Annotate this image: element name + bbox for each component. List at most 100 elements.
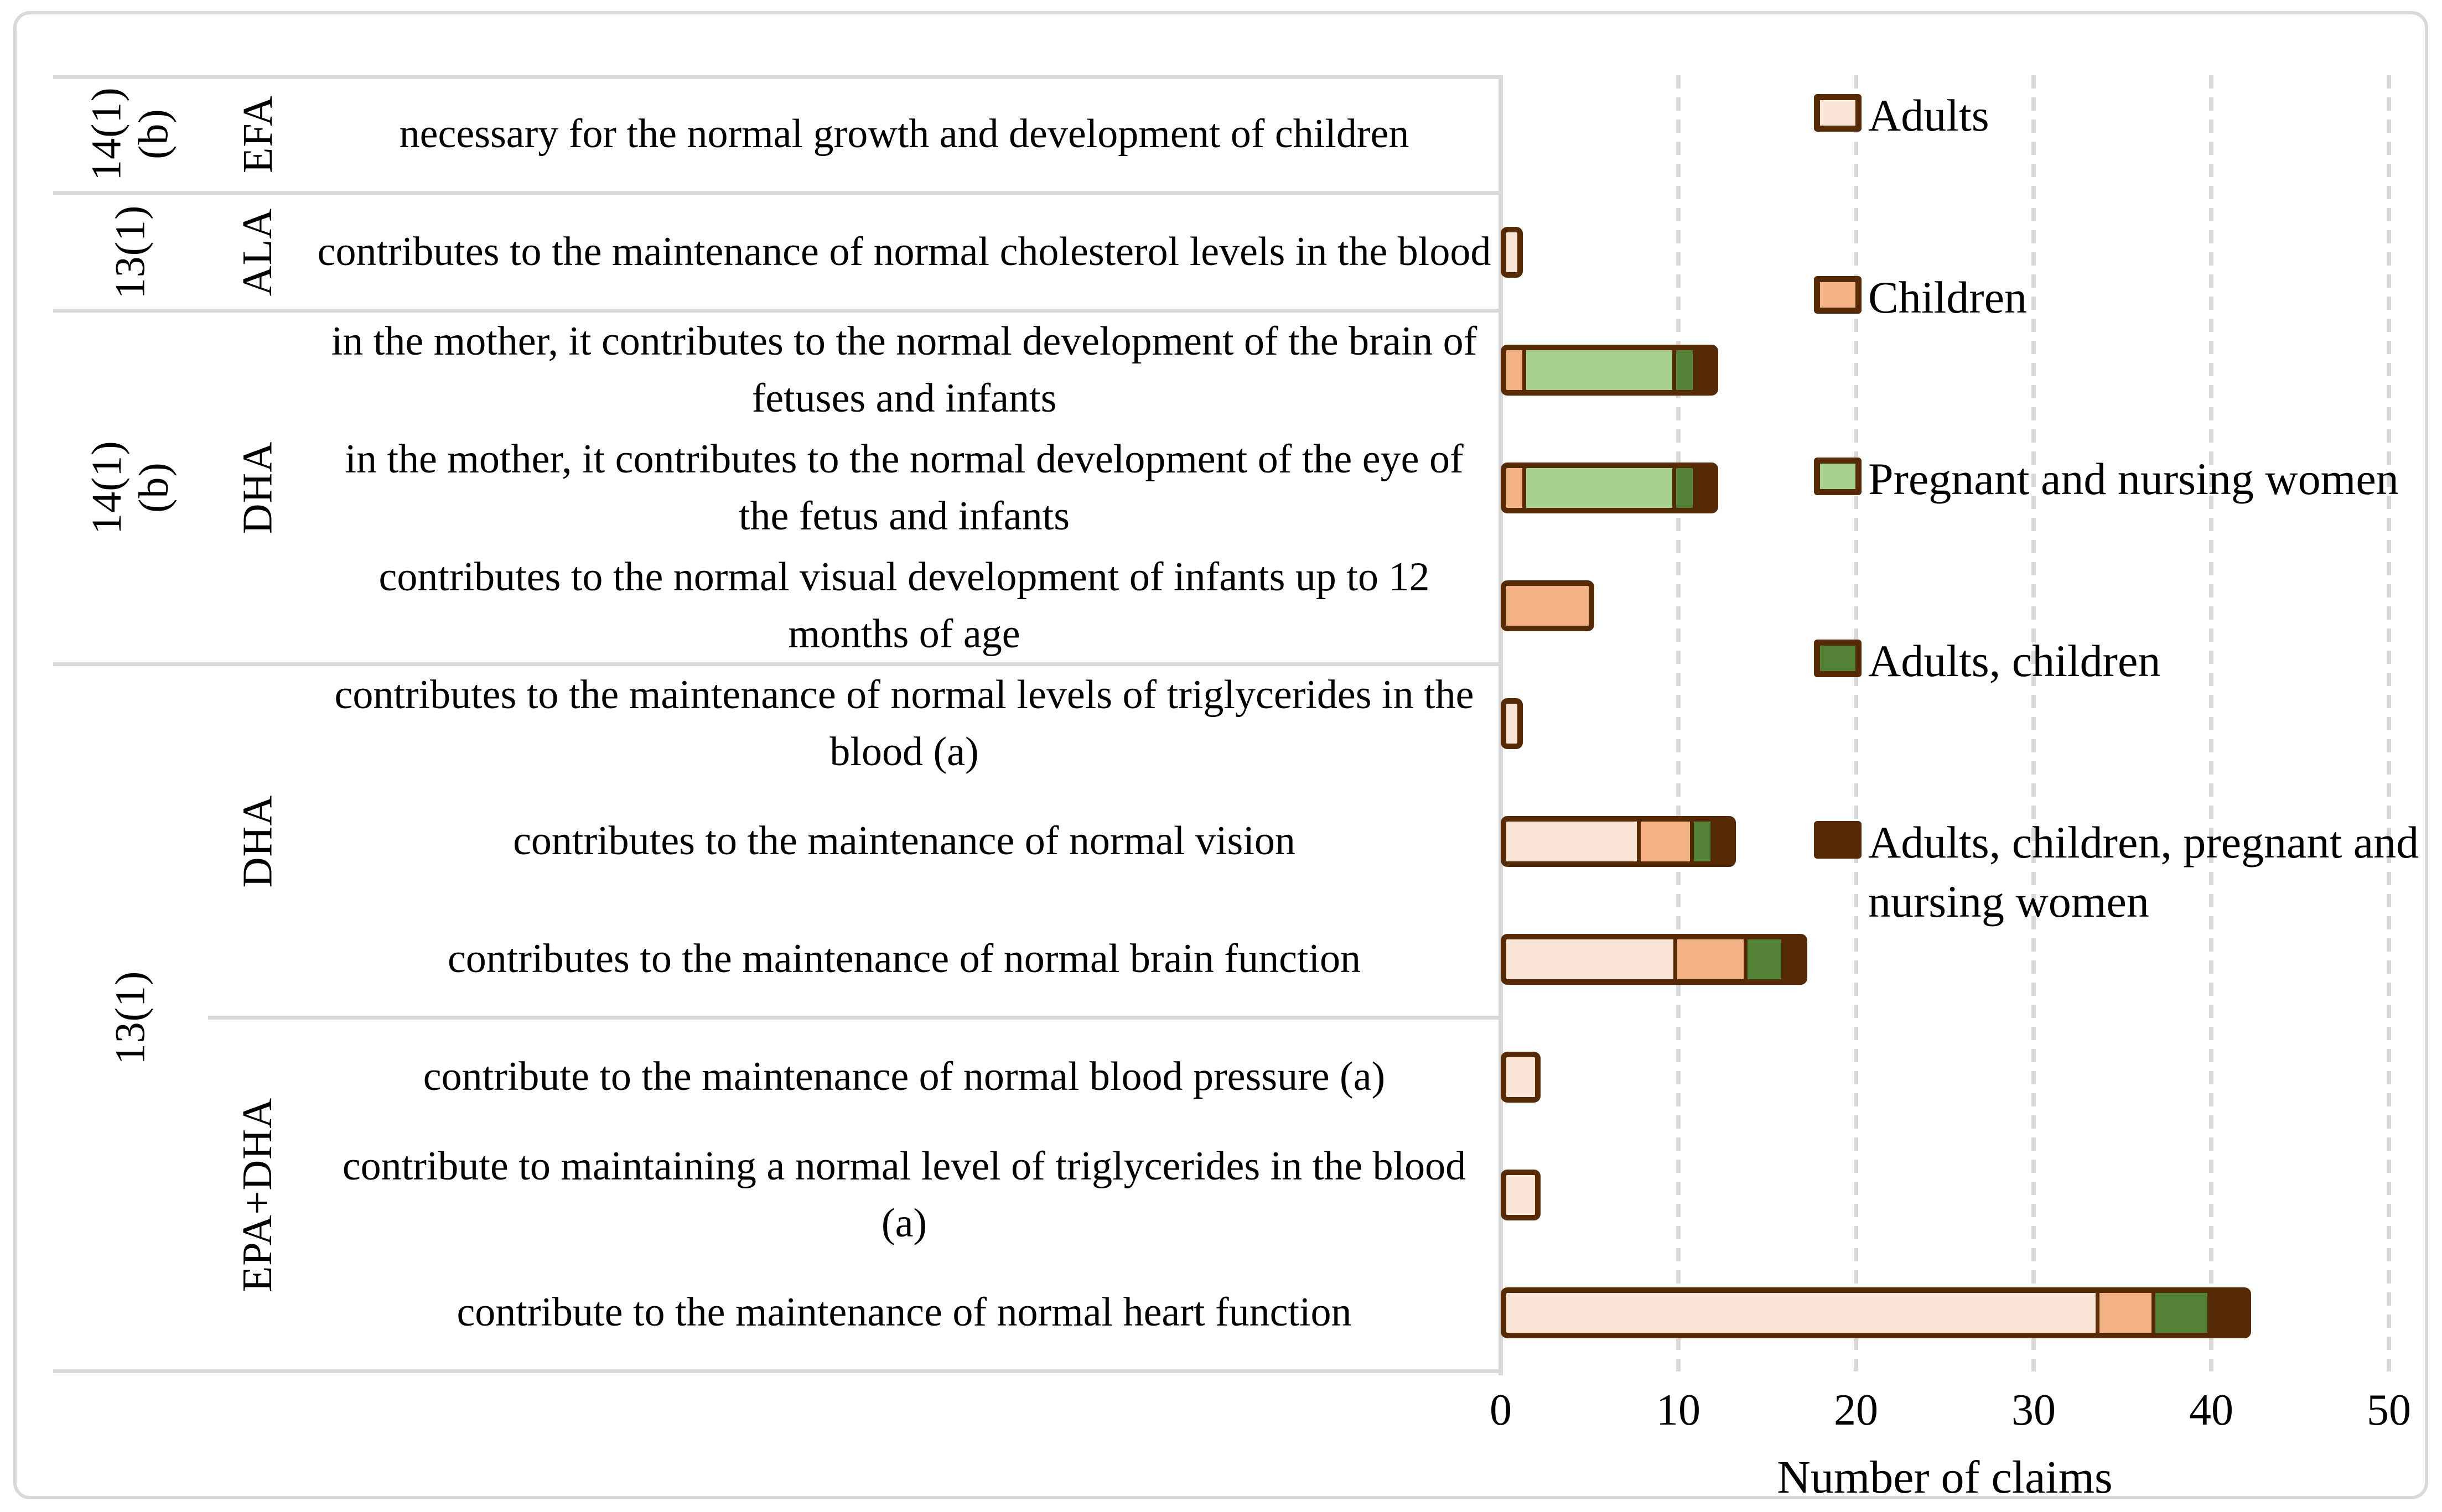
legend: Adults Children Pregnant and nursing women… <box>1814 86 2442 932</box>
gridline-10 <box>1676 75 1681 1371</box>
statute-label-0-label: 14(1) (b) <box>83 87 177 181</box>
gridline-30 <box>2031 75 2036 1371</box>
statute-label-0: 14(1) (b) <box>53 75 208 193</box>
claim-text: contributes to the normal visual develop… <box>379 554 1430 657</box>
legend-item-4: Adults, children, pregnant and nursing w… <box>1814 813 2442 931</box>
claim-row-7: contributes to the maintenance of normal… <box>308 900 1501 1018</box>
legend-label-2: Pregnant and nursing women <box>1868 454 2399 505</box>
table-border <box>53 309 1501 313</box>
nutrient-label-2: DHA <box>208 311 308 664</box>
table-border <box>53 662 1501 666</box>
bar-segment-children <box>1677 939 1748 979</box>
bar-segment-adults <box>1506 1057 1536 1097</box>
table-border-partial <box>208 1016 1501 1020</box>
table-border <box>53 75 1501 79</box>
claim-text: contributes to the maintenance of normal… <box>317 229 1491 275</box>
claim-text: contributes to the maintenance of normal… <box>447 936 1361 982</box>
bar-row-5 <box>1501 698 1523 749</box>
bar-segment-children <box>1506 467 1527 508</box>
legend-label-4: Adults, children, pregnant and nursing w… <box>1868 817 2419 927</box>
bar-row-7 <box>1501 933 1807 985</box>
bar-row-10 <box>1501 1287 2252 1338</box>
claims-table: 14(1) (b) 13(1) 14(1) (b) 13(1) EFA ALA DHA DHA… <box>53 75 1501 1373</box>
bar-segment-adults-children <box>1748 939 1785 979</box>
claim-row-9: contribute to maintaining a normal level… <box>308 1136 1501 1254</box>
bar-segment-adults-children-pregnant-and-nursing-women <box>1714 821 1731 861</box>
claim-row-0: necessary for the normal growth and deve… <box>308 75 1501 193</box>
bar-row-3 <box>1501 462 1719 513</box>
claim-row-3: in the mother, it contributes to the nor… <box>308 429 1501 547</box>
claim-text: in the mother, it contributes to the nor… <box>345 437 1464 539</box>
claim-row-5: contributes to the maintenance of normal… <box>308 664 1501 782</box>
statute-label-2: 14(1) (b) <box>53 311 208 664</box>
legend-swatch-1 <box>1814 276 1862 314</box>
legend-label-1: Children <box>1868 272 2027 323</box>
claim-row-1: contributes to the maintenance of normal… <box>308 193 1501 311</box>
legend-item-2: Pregnant and nursing women <box>1814 450 2442 509</box>
bar-row-2 <box>1501 344 1719 396</box>
bar-segment-adults-children-pregnant-and-nursing-women <box>2211 1292 2246 1333</box>
bar-segment-adults <box>1506 1175 1536 1215</box>
nutrient-label-0: EFA <box>208 75 308 193</box>
table-border <box>53 1369 1501 1373</box>
bar-segment-pregnant-and-nursing-women <box>1526 467 1677 508</box>
bar-segment-adults-children-pregnant-and-nursing-women <box>1696 467 1713 508</box>
x-tick-label-40: 40 <box>2189 1386 2233 1435</box>
legend-swatch-4 <box>1814 821 1862 859</box>
claim-row-10: contribute to the maintenance of normal … <box>308 1254 1501 1371</box>
claim-row-2: in the mother, it contributes to the nor… <box>308 311 1501 429</box>
x-tick-label-50: 50 <box>2367 1386 2411 1435</box>
claim-row-8: contribute to the maintenance of normal … <box>308 1018 1501 1136</box>
x-tick-label-10: 10 <box>1656 1386 1700 1435</box>
bar-segment-pregnant-and-nursing-women <box>1526 350 1677 390</box>
nutrient-label-1: ALA <box>208 193 308 311</box>
nutrient-label-2-label: DHA <box>234 441 281 534</box>
gridline-20 <box>1854 75 1858 1371</box>
bar-segment-adults <box>1506 821 1641 861</box>
claim-text: in the mother, it contributes to the nor… <box>331 319 1477 421</box>
nutrient-label-0-label: EFA <box>234 95 281 173</box>
bar-segment-adults-children <box>1676 350 1697 390</box>
nutrient-label-3-label: DHA <box>234 794 281 888</box>
claim-text: contribute to the maintenance of normal … <box>457 1290 1352 1336</box>
x-tick-label-20: 20 <box>1834 1386 1878 1435</box>
gridline-50 <box>2387 75 2391 1371</box>
bar-segment-children <box>2099 1292 2155 1333</box>
table-border <box>53 191 1501 195</box>
x-tick-label-30: 30 <box>2011 1386 2056 1435</box>
gridline-40 <box>2209 75 2213 1371</box>
bar-segment-adults-children <box>1694 821 1714 861</box>
legend-swatch-2 <box>1814 458 1862 496</box>
bar-segment-adults-children-pregnant-and-nursing-women <box>1785 939 1802 979</box>
claim-text: contribute to the maintenance of normal … <box>423 1054 1386 1100</box>
legend-item-1: Children <box>1814 268 2442 328</box>
claim-text: necessary for the normal growth and deve… <box>399 111 1409 157</box>
legend-item-0: Adults <box>1814 86 2442 146</box>
bar-segment-adults-children <box>1676 467 1697 508</box>
bar-segment-children <box>1641 821 1694 861</box>
claim-row-4: contributes to the normal visual develop… <box>308 547 1501 664</box>
claim-text: contributes to the maintenance of normal… <box>513 818 1295 864</box>
claim-row-6: contributes to the maintenance of normal… <box>308 782 1501 900</box>
nutrient-label-3: DHA <box>208 664 308 1018</box>
figure-frame: 14(1) (b) 13(1) 14(1) (b) 13(1) EFA ALA DHA DHA… <box>13 11 2428 1503</box>
bar-row-9 <box>1501 1169 1541 1220</box>
legend-swatch-0 <box>1814 94 1862 132</box>
statute-label-3: 13(1) <box>53 664 208 1371</box>
bar-row-8 <box>1501 1051 1541 1103</box>
claim-text: contribute to maintaining a normal level… <box>342 1144 1466 1246</box>
bar-segment-children <box>1506 585 1589 626</box>
bar-segment-children <box>1506 350 1527 390</box>
bar-segment-adults <box>1506 232 1518 272</box>
statute-label-1: 13(1) <box>53 193 208 311</box>
bar-row-6 <box>1501 815 1736 867</box>
nutrient-label-4-label: EPA+DHA <box>234 1097 281 1292</box>
legend-swatch-3 <box>1814 639 1862 677</box>
claim-text: contributes to the maintenance of normal… <box>334 672 1474 775</box>
statute-label-1-label: 13(1) <box>107 205 154 299</box>
x-axis-title: Number of claims <box>1777 1452 2113 1503</box>
statute-label-3-label: 13(1) <box>107 971 154 1065</box>
bar-row-1 <box>1501 226 1523 278</box>
bar-row-4 <box>1501 580 1594 631</box>
bar-segment-adults-children-pregnant-and-nursing-women <box>1696 350 1713 390</box>
